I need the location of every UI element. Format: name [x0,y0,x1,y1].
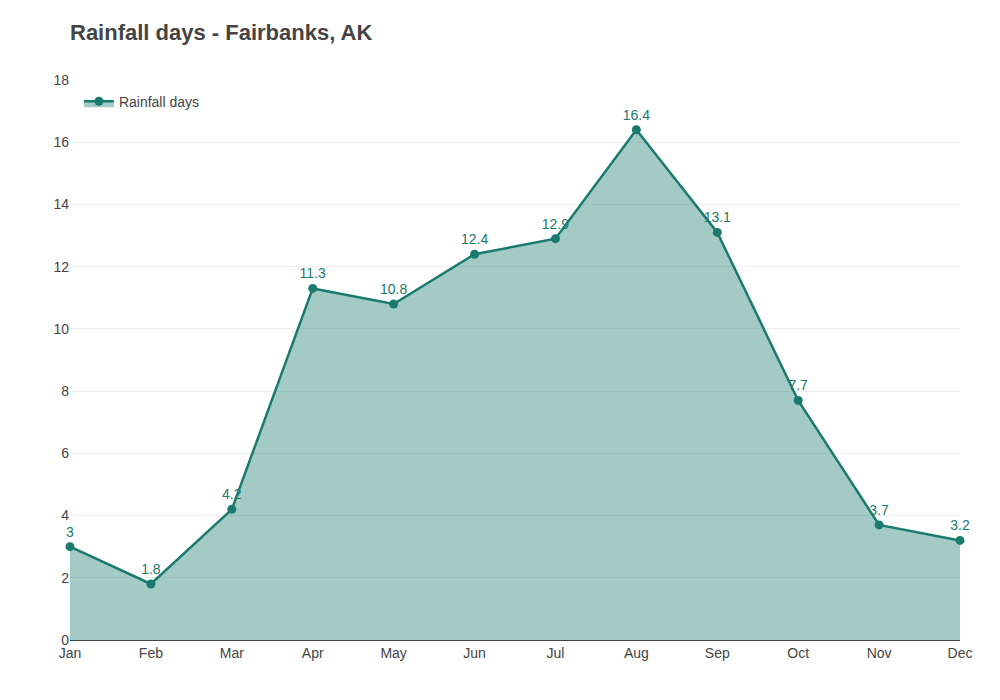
svg-text:Feb: Feb [139,645,163,661]
svg-text:6: 6 [61,445,69,461]
svg-text:18: 18 [53,72,69,88]
svg-text:12: 12 [53,259,69,275]
svg-text:Oct: Oct [787,645,809,661]
svg-text:12.4: 12.4 [461,231,488,247]
svg-text:3.2: 3.2 [950,517,970,533]
svg-text:Sep: Sep [705,645,730,661]
svg-text:16.4: 16.4 [623,107,650,123]
svg-text:Apr: Apr [302,645,324,661]
svg-text:7.7: 7.7 [788,377,808,393]
svg-text:12.9: 12.9 [542,216,569,232]
svg-text:4.2: 4.2 [222,486,242,502]
svg-text:Jan: Jan [59,645,82,661]
svg-text:1.8: 1.8 [141,561,161,577]
svg-text:14: 14 [53,196,69,212]
svg-text:Nov: Nov [867,645,892,661]
svg-text:Aug: Aug [624,645,649,661]
svg-text:May: May [380,645,406,661]
svg-text:Mar: Mar [220,645,244,661]
svg-text:3: 3 [66,524,74,540]
svg-text:10: 10 [53,321,69,337]
svg-text:16: 16 [53,134,69,150]
svg-text:13.1: 13.1 [704,209,731,225]
svg-text:11.3: 11.3 [300,265,326,281]
svg-text:Jun: Jun [463,645,486,661]
svg-text:4: 4 [61,507,69,523]
svg-text:2: 2 [61,570,69,586]
svg-text:10.8: 10.8 [380,281,407,297]
svg-text:3.7: 3.7 [869,502,889,518]
svg-text:Jul: Jul [546,645,564,661]
svg-text:0: 0 [61,632,69,648]
svg-text:Rainfall days - Fairbanks, AK: Rainfall days - Fairbanks, AK [70,20,372,45]
svg-text:Dec: Dec [948,645,973,661]
svg-text:Rainfall days: Rainfall days [119,94,199,110]
svg-text:8: 8 [61,383,69,399]
